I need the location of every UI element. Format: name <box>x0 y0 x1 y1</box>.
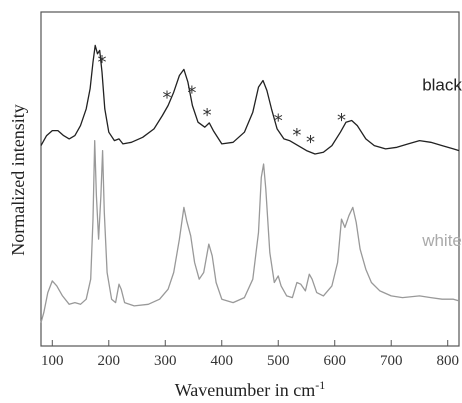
series-labels: black white <box>421 75 462 249</box>
x-axis-label-superscript: -1 <box>315 378 325 392</box>
series-line-black <box>40 44 460 155</box>
x-axis-ticks: 100 200 300 400 500 600 700 800 <box>41 340 459 369</box>
peak-marker: * <box>337 110 346 131</box>
plot-frame <box>40 11 460 347</box>
y-axis-label: Normalized intensity <box>8 104 28 255</box>
peak-marker: * <box>274 111 283 132</box>
peak-marker: * <box>162 88 171 109</box>
x-axis-label-text: Wavenumber in cm <box>175 380 316 400</box>
peak-markers: ** ** ** ** <box>98 52 347 153</box>
x-tick-label: 700 <box>380 353 403 369</box>
peak-marker: * <box>292 125 301 146</box>
series-line-white <box>40 139 460 323</box>
peak-marker: * <box>203 105 212 126</box>
x-tick-label: 500 <box>267 353 290 369</box>
series-label-white: white <box>421 231 462 250</box>
x-tick-label: 300 <box>154 353 177 369</box>
x-tick-label: 600 <box>323 353 346 369</box>
x-tick-label: 100 <box>41 353 64 369</box>
x-tick-label: 800 <box>436 353 459 369</box>
peak-marker: * <box>306 132 315 153</box>
peak-marker: * <box>187 83 196 104</box>
series-label-black: black <box>422 75 462 94</box>
x-tick-label: 200 <box>98 353 121 369</box>
peak-marker: * <box>98 52 107 73</box>
x-axis-label: Wavenumber in cm-1 <box>175 378 326 400</box>
series-layer <box>40 44 460 323</box>
x-tick-label: 400 <box>211 353 234 369</box>
